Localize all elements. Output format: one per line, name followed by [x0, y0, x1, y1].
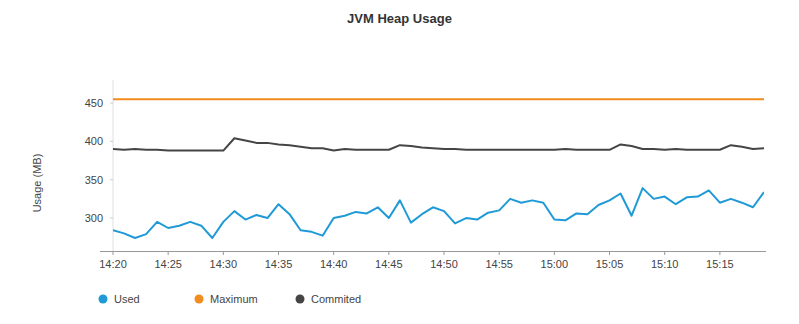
x-tick: [168, 251, 169, 255]
legend-label: Maximum: [210, 293, 258, 305]
chart: JVM Heap Usage Usage (MB) 300 350 400 450 14:2…: [0, 0, 799, 324]
series-line: [113, 98, 764, 100]
legend-label: Used: [114, 293, 140, 305]
x-tick-label: 14:50: [430, 258, 458, 270]
y-tick: [110, 141, 113, 142]
x-tick-label: 14:30: [210, 258, 238, 270]
x-tick: [223, 251, 224, 255]
x-tick: [444, 251, 445, 255]
x-tick-label: 15:00: [541, 258, 569, 270]
x-tick: [278, 251, 279, 255]
legend-marker: [296, 295, 305, 304]
y-tick-label: 400: [85, 135, 103, 147]
series-line: [113, 138, 764, 150]
legend-marker: [99, 295, 108, 304]
y-tick: [110, 103, 113, 104]
x-axis-line: [100, 251, 766, 252]
x-tick: [499, 251, 500, 255]
x-tick: [719, 251, 720, 255]
y-tick-label: 350: [85, 174, 103, 186]
series-line: [113, 188, 764, 238]
title: JVM Heap Usage: [347, 11, 452, 26]
x-tick: [333, 251, 334, 255]
x-tick-label: 14:20: [99, 258, 127, 270]
x-tick: [609, 251, 610, 255]
x-tick: [113, 251, 114, 255]
x-tick-label: 14:45: [375, 258, 403, 270]
x-tick-label: 14:55: [485, 258, 513, 270]
x-tick: [664, 251, 665, 255]
x-tick-label: 15:10: [651, 258, 679, 270]
y-axis-line: [113, 80, 114, 251]
x-tick-label: 14:25: [154, 258, 182, 270]
y-tick-label: 300: [85, 212, 103, 224]
x-tick-label: 15:15: [706, 258, 734, 270]
legend-marker: [195, 295, 204, 304]
x-tick: [388, 251, 389, 255]
x-tick-label: 14:35: [265, 258, 293, 270]
y-tick-label: 450: [85, 97, 103, 109]
y-axis-label: Usage (MB): [31, 154, 43, 213]
legend-label: Commited: [311, 293, 361, 305]
y-tick: [110, 218, 113, 219]
y-tick: [110, 179, 113, 180]
x-tick: [554, 251, 555, 255]
x-tick-label: 15:05: [596, 258, 624, 270]
plot-area: [113, 99, 764, 238]
x-tick-label: 14:40: [320, 258, 348, 270]
